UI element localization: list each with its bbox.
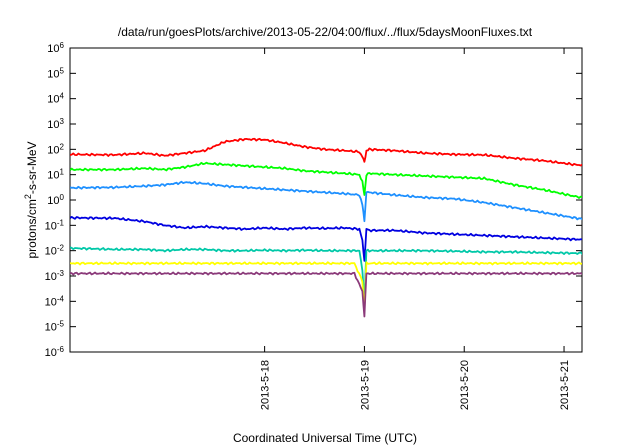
y-tick-label: 10-4 bbox=[45, 294, 65, 309]
y-tick-label: 10-6 bbox=[45, 345, 65, 360]
series-line bbox=[70, 137, 582, 167]
x-axis: 2013-5-182013-5-192013-5-202013-5-212013… bbox=[260, 48, 571, 410]
series-group bbox=[70, 137, 582, 318]
x-tick-label: 2013-5-19 bbox=[359, 360, 371, 410]
y-tick-label: 10-3 bbox=[45, 269, 65, 284]
series-line bbox=[70, 246, 582, 304]
y-tick-label: 105 bbox=[47, 66, 64, 81]
y-axis: 10-6 10-5 10-4 10-3 10-2 10-1 100 101 102 103 104 1… bbox=[45, 41, 582, 360]
x-tick-label: 2013-5-18 bbox=[260, 360, 272, 410]
series-line bbox=[70, 261, 582, 313]
y-tick-label: 10-1 bbox=[45, 218, 65, 233]
y-tick-label: 101 bbox=[47, 167, 64, 182]
y-tick-label: 100 bbox=[47, 193, 64, 208]
series-line bbox=[70, 161, 582, 199]
series-line bbox=[70, 180, 582, 223]
plot-frame bbox=[69, 47, 583, 353]
y-axis-label: protons/cm2-s-sr-MeV bbox=[23, 141, 39, 258]
y-tick-label: 10-2 bbox=[45, 243, 65, 258]
y-tick-label: 103 bbox=[47, 117, 64, 132]
x-axis-label: Coordinated Universal Time (UTC) bbox=[233, 431, 417, 445]
chart-title: /data/run/goesPlots/archive/2013-05-22/0… bbox=[118, 25, 533, 39]
y-tick-label: 10-5 bbox=[45, 319, 65, 334]
series-line bbox=[70, 271, 582, 318]
x-tick-label: 2013-5-20 bbox=[459, 360, 471, 410]
series-line bbox=[70, 216, 582, 262]
y-tick-label: 102 bbox=[47, 142, 64, 157]
y-tick-label: 106 bbox=[47, 41, 64, 56]
x-tick-label: 2013-5-21 bbox=[559, 360, 571, 410]
y-tick-label: 104 bbox=[47, 91, 64, 106]
